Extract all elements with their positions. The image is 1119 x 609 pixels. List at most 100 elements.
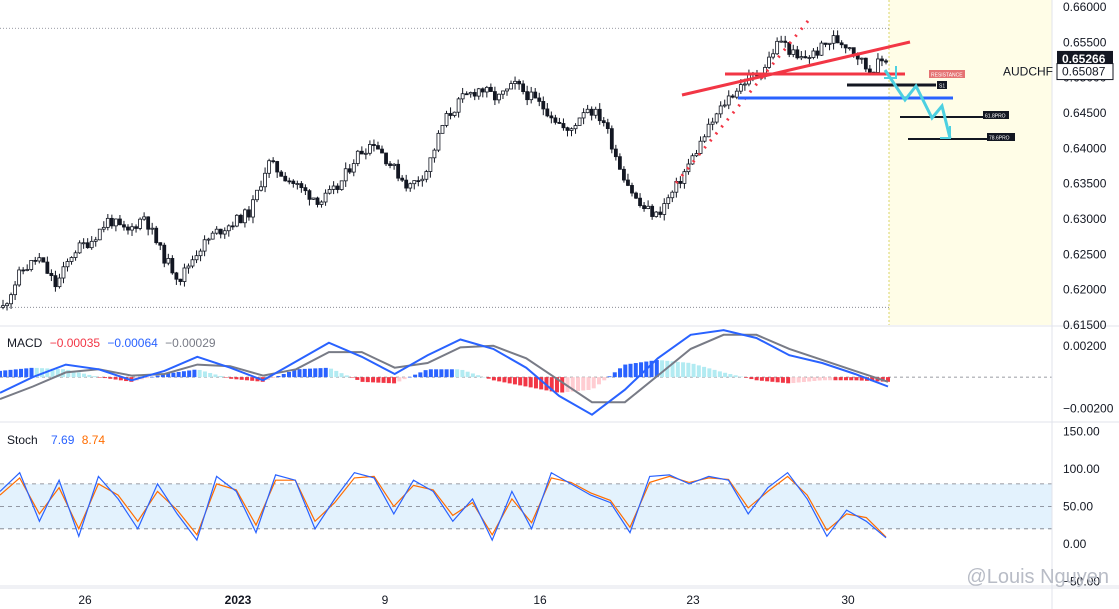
macd-legend[interactable]: MACD −0.00035 −0.00064 −0.00029 <box>7 336 220 350</box>
macd-histogram-bar <box>302 368 307 378</box>
candle-down <box>247 209 251 218</box>
candle-down <box>605 122 610 130</box>
time-tick-label: 16 <box>533 593 547 607</box>
candle-up <box>243 209 247 224</box>
price-tick-label: 0.61500 <box>1063 318 1107 332</box>
candle-up <box>827 42 832 45</box>
macd-histogram-bar <box>554 377 559 393</box>
macd-histogram-bar <box>828 377 833 381</box>
macd-histogram-bar <box>470 373 475 378</box>
time-tick-label: 30 <box>841 593 855 607</box>
macd-histogram-bar <box>308 368 313 378</box>
macd-histogram-bar <box>160 374 165 378</box>
candle-down <box>146 216 151 230</box>
candle-up <box>89 240 94 249</box>
candle-down <box>388 163 392 166</box>
stoch-legend[interactable]: Stoch 7.69 8.74 <box>7 433 109 447</box>
candle-down <box>283 175 288 182</box>
macd-histogram-bar <box>801 377 806 383</box>
candle-up <box>484 86 489 93</box>
candle-down <box>525 91 530 101</box>
macd-histogram-bar <box>71 371 76 378</box>
macd-histogram-bar <box>250 377 255 381</box>
candle-up <box>263 172 267 188</box>
macd-histogram-bar <box>812 377 817 382</box>
candle-down <box>730 95 735 98</box>
macd-histogram-bar <box>822 377 827 381</box>
candle-up <box>722 104 727 107</box>
level-tag-1: S1 <box>939 84 945 90</box>
candle-up <box>259 186 263 191</box>
candle-up <box>355 150 360 164</box>
macd-histogram-bar <box>670 361 675 378</box>
macd-histogram-bar <box>329 368 334 378</box>
price-tick-label: 0.66000 <box>1063 0 1107 14</box>
candle-down <box>303 187 308 192</box>
candle-up <box>392 163 397 166</box>
candle-down <box>565 127 570 131</box>
macd-histogram-bar <box>870 377 875 382</box>
macd-histogram-bar <box>660 360 665 378</box>
stoch-k-value: 7.69 <box>51 433 75 447</box>
candle-down <box>843 44 848 49</box>
arrow-head-1 <box>884 66 897 79</box>
candle-up <box>779 40 784 43</box>
macd-histogram-bar <box>402 377 407 380</box>
candle-down <box>109 217 114 227</box>
candle-up <box>206 238 211 241</box>
macd-histogram-bar <box>323 367 328 378</box>
candle-down <box>589 108 594 116</box>
candle-down <box>617 156 622 170</box>
candle-down <box>448 113 453 116</box>
candle-down <box>561 123 566 129</box>
candle-up <box>569 128 574 131</box>
candle-up <box>831 35 836 44</box>
candle-down <box>553 117 558 123</box>
candle-up <box>714 113 719 123</box>
stoch-tick-label: 0.00 <box>1063 537 1087 551</box>
candle-down <box>384 152 388 165</box>
macd-histogram-bar <box>82 373 87 378</box>
candle-up <box>694 153 699 157</box>
candle-down <box>45 261 50 274</box>
stoch-name: Stoch <box>7 433 38 447</box>
candle-down <box>783 40 788 43</box>
macd-histogram-bar <box>807 377 812 382</box>
candle-down <box>880 58 884 62</box>
macd-histogram-bar <box>849 377 854 381</box>
macd-histogram-bar <box>481 376 486 378</box>
macd-histogram-bar <box>859 377 864 381</box>
macd-histogram-bar <box>702 366 707 378</box>
macd-histogram-bar <box>19 368 24 378</box>
candle-up <box>509 83 513 90</box>
candle-up <box>339 180 344 190</box>
macd-tick-label: −0.00200 <box>1063 401 1114 415</box>
stoch-tick-label: 50.00 <box>1063 499 1093 513</box>
macd-histogram-bar <box>455 369 460 378</box>
level-tag-bg <box>987 133 1015 141</box>
candle-up <box>710 121 715 125</box>
level-tag-0: RESISTANCE <box>931 73 963 79</box>
macd-histogram-bar <box>234 377 239 380</box>
candle-down <box>626 179 630 186</box>
macd-histogram-bar <box>118 377 123 381</box>
candle-up <box>9 294 13 305</box>
macd-histogram-bar <box>24 368 29 378</box>
macd-histogram-bar <box>654 360 659 378</box>
candle-up <box>497 93 501 101</box>
projected-path-arrow <box>883 69 952 139</box>
macd-histogram-bar <box>649 360 654 378</box>
macd-histogram-bar <box>0 370 2 378</box>
candle-up <box>738 84 743 92</box>
macd-histogram-bar <box>381 377 386 383</box>
candle-up <box>432 149 437 159</box>
macd-histogram-bar <box>749 377 754 380</box>
candle-up <box>69 257 74 262</box>
candle-up <box>706 123 711 138</box>
candle-up <box>702 136 707 142</box>
candle-down <box>884 60 888 63</box>
time-tick-label: 2023 <box>225 593 252 607</box>
candle-down <box>557 121 562 124</box>
candle-up <box>775 40 780 55</box>
candle-up <box>13 284 17 296</box>
